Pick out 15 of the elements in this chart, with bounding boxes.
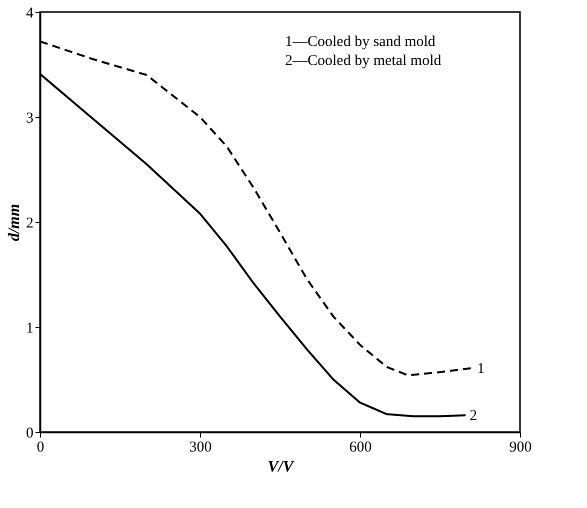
x-tick-label: 300 [189,440,212,456]
y-axis-title: d/mm [6,204,23,242]
y-tick-label: 1 [26,320,34,336]
y-tick-label: 4 [26,6,34,22]
x-tick-label: 900 [509,440,532,456]
series-label: 2 [470,408,478,424]
y-tick-label: 2 [26,216,34,232]
x-axis-title: V/V [268,458,295,476]
annotation: 2—Cooled by metal mold [285,53,442,69]
x-tick-label: 600 [349,440,372,456]
annotation: 1—Cooled by sand mold [285,34,436,50]
series-label: 1 [477,360,485,377]
x-tick-label: 0 [36,440,44,456]
y-tick-label: 0 [26,426,34,442]
y-tick-label: 3 [26,110,34,126]
